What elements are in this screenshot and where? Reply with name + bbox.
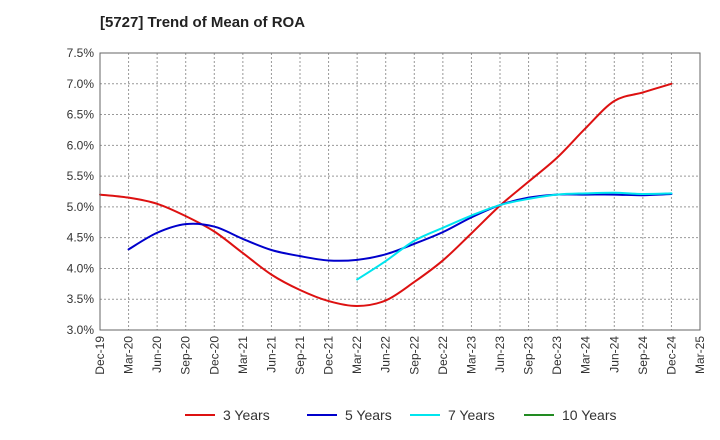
y-axis-ticks: 3.0% 3.5% 4.0% 4.5% 5.0% 5.5% 6.0% 6.5% 7.0% 7.5% <box>67 46 95 337</box>
x-tick-label: Mar-22 <box>350 336 364 374</box>
x-tick-label: Dec-22 <box>436 336 450 375</box>
x-tick-label: Mar-25 <box>693 336 707 374</box>
chart-title: [5727] Trend of Mean of ROA <box>100 14 306 31</box>
y-tick-label: 4.5% <box>67 231 95 245</box>
y-tick-label: 7.0% <box>67 77 95 91</box>
x-tick-label: Sep-20 <box>179 336 193 375</box>
x-tick-label: Dec-21 <box>322 336 336 375</box>
x-tick-label: Dec-19 <box>93 336 107 375</box>
x-tick-label: Jun-21 <box>264 336 278 373</box>
x-tick-label: Sep-22 <box>407 336 421 375</box>
series-line-7-years <box>356 191 673 281</box>
x-tick-label: Sep-24 <box>636 336 650 375</box>
x-tick-label: Sep-23 <box>522 336 536 375</box>
x-tick-label: Jun-22 <box>379 336 393 373</box>
plot-area <box>100 53 700 330</box>
series-line-3-years <box>99 82 673 307</box>
legend-label-5-years: 5 Years <box>345 407 392 423</box>
y-tick-label: 6.5% <box>67 108 95 122</box>
x-tick-label: Dec-24 <box>664 336 678 375</box>
x-axis-ticks: Dec-19 Mar-20 Jun-20 Sep-20 Dec-20 Mar-21 Jun-… <box>93 336 707 375</box>
y-tick-label: 5.0% <box>67 200 95 214</box>
x-tick-label: Mar-24 <box>579 336 593 374</box>
series-lines <box>99 82 673 307</box>
x-tick-label: Dec-23 <box>550 336 564 375</box>
y-tick-label: 6.0% <box>67 138 95 152</box>
x-tick-label: Mar-21 <box>236 336 250 374</box>
x-tick-label: Jun-23 <box>493 336 507 373</box>
legend-label-10-years: 10 Years <box>562 407 617 423</box>
y-tick-label: 4.0% <box>67 261 95 275</box>
legend-label-3-years: 3 Years <box>223 407 270 423</box>
x-tick-label: Dec-20 <box>207 336 221 375</box>
y-tick-label: 5.5% <box>67 169 95 183</box>
legend-label-7-years: 7 Years <box>448 407 495 423</box>
y-tick-label: 3.0% <box>67 323 95 337</box>
x-tick-label: Sep-21 <box>293 336 307 375</box>
x-tick-label: Mar-20 <box>122 336 136 374</box>
x-tick-label: Jun-24 <box>607 336 621 373</box>
y-tick-label: 7.5% <box>67 46 95 60</box>
x-tick-label: Mar-23 <box>464 336 478 374</box>
x-tick-label: Jun-20 <box>150 336 164 373</box>
y-tick-label: 3.5% <box>67 292 95 306</box>
legend: 3 Years 5 Years 7 Years 10 Years <box>185 407 617 423</box>
plot-frame <box>99 52 701 331</box>
